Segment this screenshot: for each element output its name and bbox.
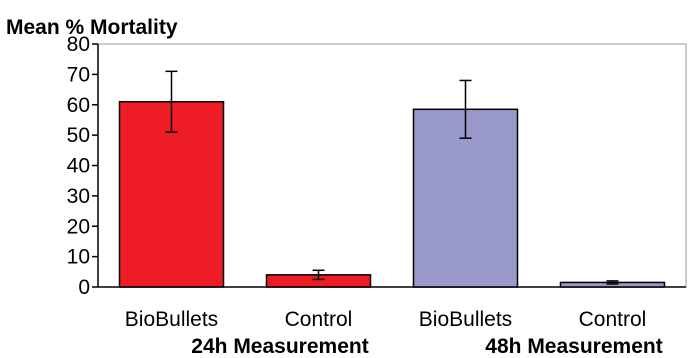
y-tick-label: 10: [67, 246, 90, 269]
category-labels: BioBullets Control BioBullets Control: [125, 308, 647, 331]
y-axis-ticks: 0 10 20 30 40 50 60 70 80: [67, 33, 98, 299]
y-tick-label: 70: [67, 63, 90, 86]
y-tick-label: 80: [67, 33, 90, 56]
category-label: Control: [285, 308, 353, 331]
y-tick-label: 40: [67, 155, 90, 178]
y-tick-label: 50: [67, 124, 90, 147]
y-axis-label: Mean % Mortality: [6, 16, 178, 39]
group-label: 48h Measurement: [485, 335, 662, 358]
group-label: 24h Measurement: [191, 335, 368, 358]
error-bars: [166, 71, 619, 284]
y-tick-label: 0: [78, 276, 90, 299]
y-tick-label: 30: [67, 185, 90, 208]
bars: [120, 102, 665, 287]
group-labels: 24h Measurement 48h Measurement: [191, 335, 662, 358]
category-label: BioBullets: [125, 308, 218, 331]
y-tick-label: 60: [67, 94, 90, 117]
category-label: BioBullets: [419, 308, 512, 331]
category-label: Control: [579, 308, 647, 331]
y-tick-label: 20: [67, 215, 90, 238]
